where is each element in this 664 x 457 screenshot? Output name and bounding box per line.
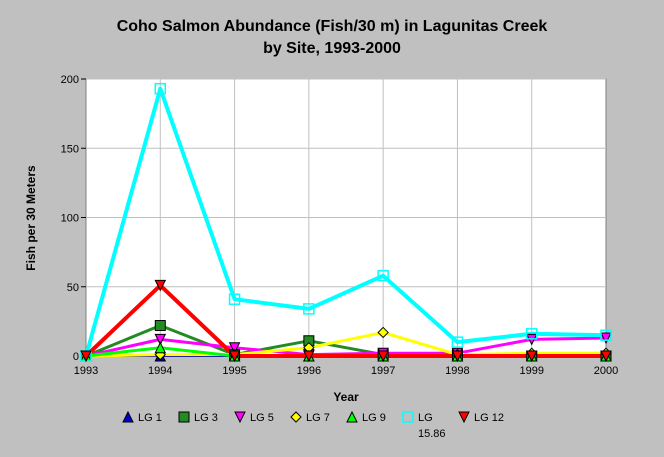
legend-label: LG 3 — [194, 412, 218, 424]
x-tick-label: 1998 — [445, 365, 469, 377]
y-axis: 0 50 100 150 200 — [61, 74, 86, 363]
data-point — [600, 332, 612, 345]
legend-marker — [122, 410, 134, 423]
data-point — [228, 342, 241, 354]
legend-label-line: LG 3 — [194, 412, 218, 424]
legend-marker — [290, 411, 302, 423]
legend: LG 1 LG 3 LG 5 LG 7 LG 9 LG 15.86 LG 12 — [122, 410, 504, 440]
legend-marker — [234, 411, 246, 424]
data-point — [80, 350, 92, 363]
data-point — [228, 293, 241, 305]
legend-label-line: LG 9 — [362, 412, 386, 424]
data-point — [600, 350, 612, 363]
data-point — [154, 320, 166, 332]
x-tick-label: 1995 — [222, 365, 246, 377]
legend-label-line: 15.86 — [418, 428, 446, 440]
data-point — [525, 350, 538, 363]
data-point — [154, 333, 167, 346]
data-point — [451, 350, 464, 363]
data-point — [600, 329, 612, 341]
legend-marker — [178, 411, 190, 423]
series-markers — [80, 82, 612, 363]
x-tick-label: 1993 — [74, 365, 98, 377]
legend-label-line: LG 12 — [474, 412, 504, 424]
legend-label: LG 5 — [250, 412, 274, 424]
data-point — [525, 328, 538, 340]
legend-label-line: LG 5 — [250, 412, 274, 424]
x-tick-label: 1996 — [297, 365, 321, 377]
x-tick-label: 1997 — [371, 365, 395, 377]
legend-label: LG 7 — [306, 412, 330, 424]
legend-label-line: LG 1 — [138, 412, 162, 424]
legend-label: LG 12 — [474, 412, 504, 424]
legend-label: LG 9 — [362, 412, 386, 424]
x-tick-label: 1994 — [148, 365, 172, 377]
series-lines — [84, 86, 607, 358]
y-tick-label: 100 — [61, 213, 79, 225]
data-point — [377, 326, 389, 339]
data-point — [377, 350, 389, 363]
y-tick-label: 200 — [61, 74, 79, 86]
chart-title-line-1: Coho Salmon Abundance (Fish/30 m) in Lag… — [117, 18, 548, 35]
series-line — [85, 331, 606, 358]
data-point — [451, 336, 464, 348]
legend-label-line: LG — [418, 412, 433, 424]
legend-label: LG 15.86 — [418, 412, 446, 440]
legend-label-line: LG 7 — [306, 412, 330, 424]
series-line — [84, 283, 606, 358]
y-axis-label: Fish per 30 Meters — [24, 165, 38, 271]
x-axis-label: Year — [333, 390, 359, 404]
series-line — [84, 86, 607, 357]
data-point — [154, 82, 167, 95]
y-tick-label: 50 — [67, 282, 79, 294]
legend-marker — [402, 411, 414, 423]
data-point — [377, 269, 389, 282]
data-point — [154, 279, 167, 292]
chart-title-line-2: by Site, 1993-2000 — [263, 40, 401, 57]
x-tick-label: 2000 — [594, 365, 618, 377]
y-tick-label: 0 — [73, 351, 79, 363]
series-line — [85, 336, 607, 358]
y-tick-label: 150 — [61, 143, 79, 155]
data-point — [303, 303, 315, 315]
data-point — [228, 350, 241, 363]
legend-label: LG 1 — [138, 412, 162, 424]
data-point — [303, 350, 315, 363]
x-tick-label: 1999 — [519, 365, 543, 377]
data-point — [154, 341, 167, 354]
legend-marker — [346, 410, 358, 423]
legend-marker — [458, 411, 470, 424]
